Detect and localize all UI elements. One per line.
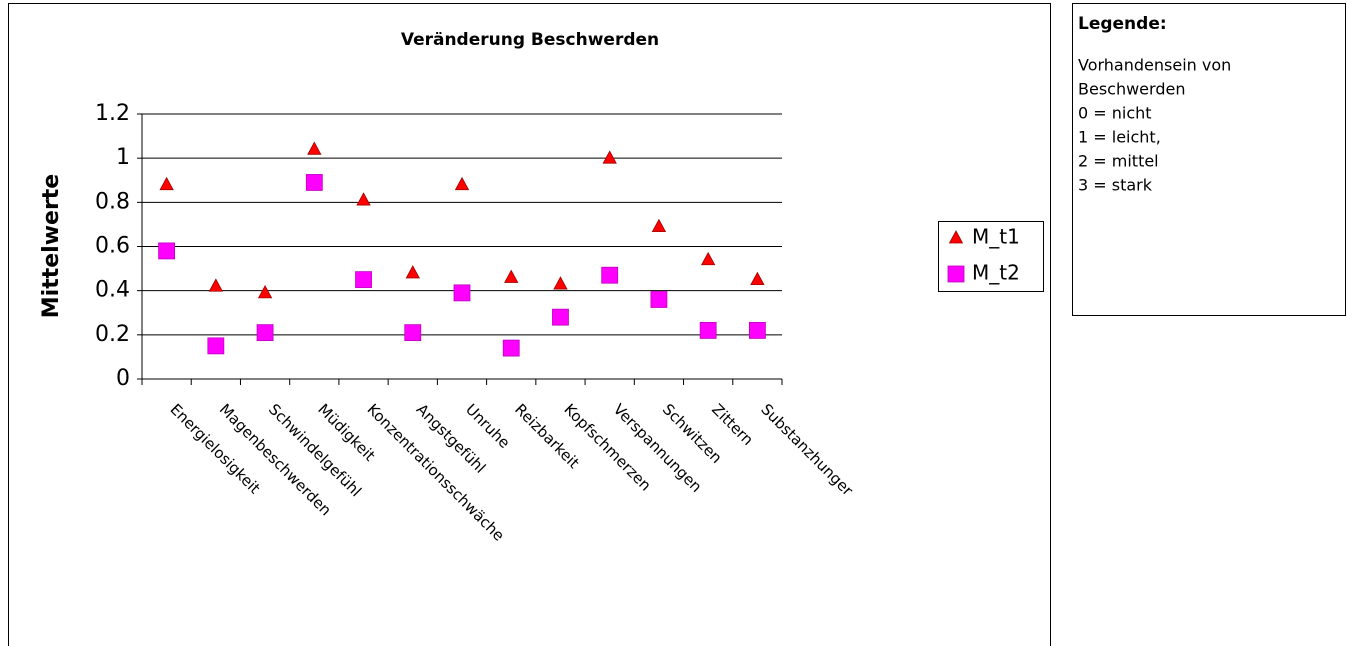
y-tick-label: 0.6 [95, 234, 130, 259]
point [257, 285, 273, 299]
point [502, 339, 520, 357]
y-tick-label: 1 [116, 145, 130, 170]
note-box [1072, 3, 1346, 316]
y-tick-label: 0 [116, 366, 130, 391]
point [158, 242, 176, 260]
point [750, 271, 765, 286]
point [650, 291, 668, 308]
point [602, 150, 617, 164]
point [356, 192, 371, 206]
y-tick-label: 0.8 [95, 189, 130, 214]
point [159, 176, 174, 191]
point [552, 308, 569, 326]
note-line: 0 = nicht [1078, 104, 1152, 123]
legend-marker [948, 230, 964, 244]
point [748, 322, 766, 339]
point [305, 174, 323, 191]
legend-label: M_t1 [972, 225, 1020, 249]
note-line: 1 = leicht, [1078, 128, 1161, 147]
y-tick-label: 0.4 [95, 278, 130, 303]
point [208, 278, 224, 292]
note-line: 3 = stark [1078, 176, 1153, 195]
point [553, 276, 568, 290]
point [355, 271, 372, 289]
point [601, 266, 619, 284]
point [454, 176, 470, 191]
legend-marker [947, 265, 965, 283]
y-tick-label: 0.2 [95, 322, 130, 347]
y-tick-label: 1.2 [95, 101, 130, 126]
note-line: Vorhandensein von [1078, 56, 1231, 75]
point [699, 322, 717, 339]
point [504, 269, 519, 283]
note-title: Legende: [1078, 14, 1167, 34]
y-axis-label: Mittelwerte [39, 174, 64, 318]
point [207, 337, 225, 355]
point [404, 324, 422, 342]
note-line: 2 = mittel [1078, 152, 1159, 171]
point [256, 324, 274, 342]
point [307, 141, 322, 155]
point [453, 284, 471, 302]
note-line: Beschwerden [1078, 80, 1185, 99]
chart-frame [8, 3, 1051, 646]
point [405, 265, 420, 279]
point [651, 218, 667, 233]
chart-title: Veränderung Beschwerden [401, 30, 659, 50]
point [700, 251, 716, 266]
legend-label: M_t2 [972, 261, 1020, 285]
